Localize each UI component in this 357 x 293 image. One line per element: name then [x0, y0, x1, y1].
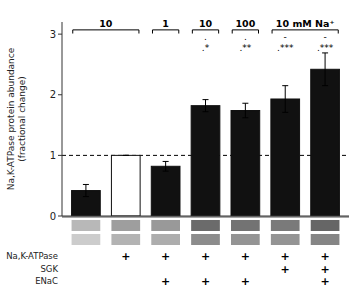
- y-tick-label: 0: [50, 211, 56, 222]
- significance-top: -: [284, 32, 287, 42]
- blot-separator: [62, 217, 349, 218]
- blot-band: [311, 234, 340, 245]
- y-tick-label: 1: [50, 150, 56, 161]
- row-mark: +: [320, 275, 329, 288]
- bracket-label: 10: [199, 18, 213, 29]
- bracket-label: 1: [162, 18, 169, 29]
- significance-top: .: [244, 32, 247, 42]
- y-tick: [58, 155, 62, 156]
- bracket: [152, 30, 178, 34]
- y-label-line: Na,K-ATPase protein abundance: [6, 47, 16, 190]
- blot-band: [271, 220, 300, 231]
- blot-band: [231, 220, 260, 231]
- row-mark: +: [320, 250, 329, 263]
- row-mark: +: [201, 250, 210, 263]
- y-tick-label: 2: [50, 89, 56, 100]
- bar: [191, 106, 220, 216]
- blot-band: [111, 220, 140, 231]
- blot-band: [72, 220, 101, 231]
- blot-band: [151, 220, 180, 231]
- row-mark: +: [121, 250, 130, 263]
- y-label: Na,K-ATPase protein abundance(fractional…: [6, 47, 27, 190]
- bar: [151, 166, 180, 216]
- bar: [311, 69, 340, 216]
- blot-band: [191, 220, 220, 231]
- blot-band: [311, 220, 340, 231]
- chart: 0 1 2 3 Na,K-ATPase protein abundance(fracti…: [0, 0, 357, 293]
- error-bar: [83, 184, 89, 196]
- row-label: Na,K-ATPase: [6, 251, 58, 261]
- row-mark: +: [281, 263, 290, 276]
- error-bar: [242, 103, 248, 118]
- significance-bottom: .***: [277, 43, 294, 53]
- bar: [111, 155, 140, 216]
- y-label-line: (fractional change): [17, 76, 27, 162]
- row-mark: +: [201, 275, 210, 288]
- bracket-label: 100: [235, 18, 255, 29]
- error-bar: [282, 86, 288, 113]
- row-label: ENaC: [35, 276, 58, 286]
- blot-band: [191, 234, 220, 245]
- error-bar: [123, 155, 129, 156]
- row-mark: +: [161, 250, 170, 263]
- significance-top: -: [323, 32, 326, 42]
- blot-band: [271, 234, 300, 245]
- error-bar: [203, 100, 209, 112]
- bar: [271, 99, 300, 216]
- row-mark: +: [241, 250, 250, 263]
- bracket-label: 10: [99, 18, 113, 29]
- blot-band: [231, 234, 260, 245]
- significance-bottom: .***: [317, 43, 334, 53]
- significance-top: .: [204, 32, 207, 42]
- bracket-label: 10 mM Na⁺: [276, 18, 335, 29]
- y-tick: [58, 94, 62, 95]
- row-label: SGK: [40, 264, 58, 274]
- x-axis: [62, 216, 349, 217]
- row-mark: +: [161, 275, 170, 288]
- blot-band: [151, 234, 180, 245]
- blot-band: [72, 234, 101, 245]
- y-tick-label: 3: [50, 29, 56, 40]
- error-bar: [163, 161, 169, 171]
- row-mark: +: [281, 250, 290, 263]
- bracket: [272, 30, 338, 34]
- plot-area: [62, 53, 349, 216]
- y-axis: [62, 22, 63, 216]
- y-tick: [58, 216, 62, 217]
- blot-band: [111, 234, 140, 245]
- row-mark: +: [320, 263, 329, 276]
- error-bar: [322, 53, 328, 86]
- bracket: [73, 30, 139, 34]
- bar: [231, 111, 260, 216]
- row-mark: +: [241, 275, 250, 288]
- significance-bottom: .**: [239, 43, 251, 53]
- significance-bottom: .*: [202, 43, 210, 53]
- y-tick: [58, 34, 62, 35]
